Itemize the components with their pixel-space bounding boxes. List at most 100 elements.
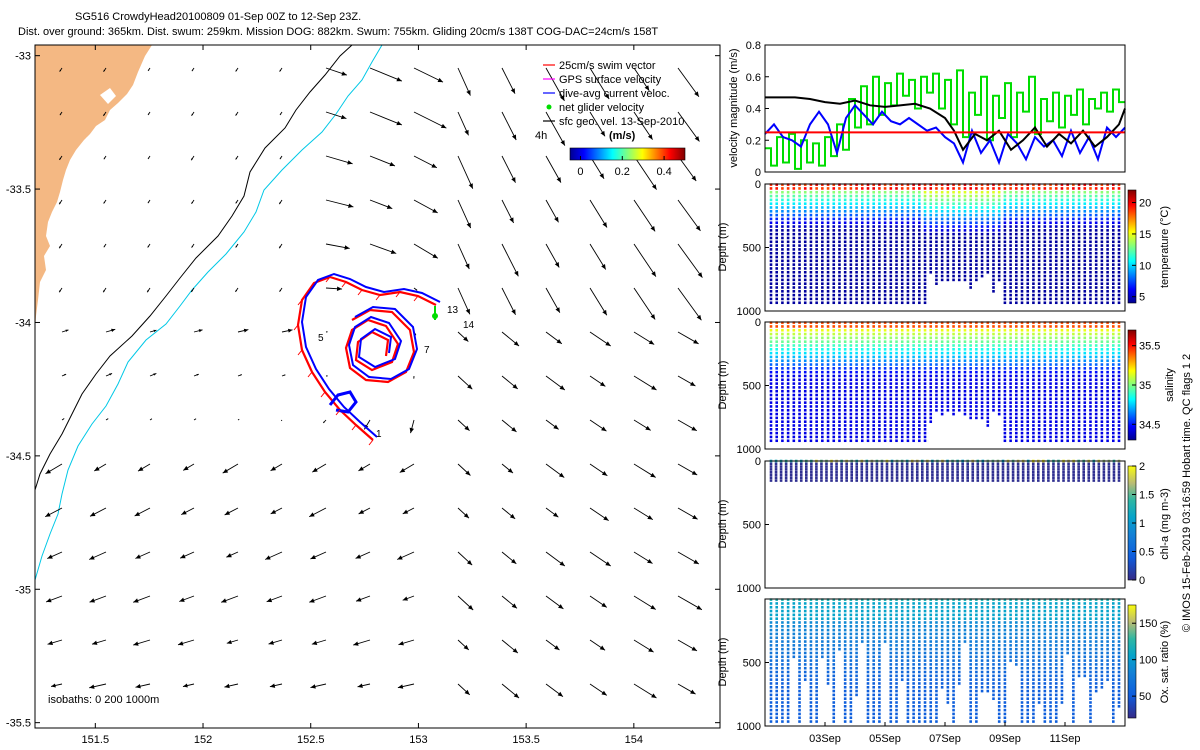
temperature-point [1037, 206, 1041, 209]
temperature-point [798, 236, 801, 240]
salinity-point [889, 382, 893, 385]
temperature-point [963, 210, 967, 213]
salinity-point [1003, 386, 1007, 389]
temperature-point [929, 198, 933, 202]
temperature-point [1026, 255, 1030, 259]
temperature-point [1072, 290, 1075, 293]
salinity-point [923, 378, 927, 382]
salinity-point [775, 420, 779, 423]
velocity-arrow-head [59, 113, 62, 116]
salinity-point [1060, 397, 1064, 401]
velocity-arrow-head [134, 511, 141, 517]
salinity-point [860, 340, 864, 343]
temperature-point [946, 267, 950, 270]
salinity-point [826, 397, 830, 401]
temperature-point [895, 187, 898, 190]
salinity-point [803, 428, 807, 431]
salinity-point [895, 416, 898, 420]
salinity-point [1117, 382, 1121, 385]
salinity-point [798, 412, 801, 416]
chla-point [840, 462, 843, 466]
temperature-point [1043, 229, 1047, 232]
temperature-point [798, 263, 801, 266]
swim-vector [309, 282, 315, 289]
salinity-point [843, 435, 847, 439]
salinity-point [1094, 428, 1098, 431]
chla-point [1092, 473, 1096, 477]
velocity-arrow-head [94, 466, 100, 471]
salinity-point [1100, 378, 1104, 382]
salinity-point [1060, 359, 1064, 363]
velocity-arrow-head [603, 515, 609, 521]
velocity-arrow-head [336, 286, 343, 291]
salinity-point [769, 374, 773, 378]
salinity-point [815, 370, 818, 374]
salinity-point [781, 374, 784, 378]
salinity-point [815, 374, 818, 378]
temperature-point [895, 190, 898, 194]
temperature-point [1032, 187, 1035, 190]
temperature-point [1094, 290, 1098, 293]
temperature-point [821, 183, 824, 186]
salinity-point [1015, 344, 1018, 347]
temperature-point [1072, 282, 1075, 285]
title-line-2: Dist. over ground: 365km. Dist. swum: 25… [18, 26, 658, 38]
salinity-point [923, 416, 927, 420]
salinity-point [1037, 348, 1041, 351]
salinity-point [843, 412, 847, 416]
chla-point [991, 473, 995, 477]
salinity-point [832, 386, 836, 389]
temperature-point [957, 240, 961, 244]
velocity-arrow-head [147, 201, 150, 204]
salinity-point [1077, 378, 1081, 382]
salinity-point [946, 382, 950, 385]
temperature-point [775, 278, 779, 282]
temperature-point [1015, 232, 1018, 236]
velocity-arrow-head [224, 510, 231, 515]
salinity-point [992, 382, 995, 385]
temperature-point [1077, 263, 1081, 266]
temperature-point [935, 210, 938, 213]
temperature-point [1049, 282, 1052, 285]
chla-point [835, 476, 838, 480]
temperature-point [895, 236, 898, 240]
temperature-point [1089, 217, 1092, 221]
velocity-arrow-head [326, 331, 328, 333]
temperature-point [883, 183, 887, 186]
salinity-point [1026, 340, 1030, 343]
salinity-point [923, 325, 927, 328]
salinity-point [803, 439, 807, 443]
chla-point [1082, 470, 1085, 474]
salinity-point [986, 355, 990, 359]
temperature-point [986, 187, 990, 190]
salinity-point [1003, 405, 1007, 408]
salinity-point [957, 340, 961, 343]
temperature-point [1100, 232, 1104, 236]
temperature-point [821, 232, 824, 236]
temperature-point [815, 194, 818, 198]
temperature-point [1060, 236, 1064, 240]
temperature-point [906, 236, 910, 240]
salinity-point [1060, 336, 1064, 340]
temperature-point [1066, 278, 1069, 282]
temperature-point [906, 255, 910, 259]
chla-point [941, 476, 944, 480]
salinity-point [1043, 386, 1047, 389]
salinity-point [906, 351, 910, 355]
salinity-point [803, 405, 807, 408]
temperature-point [980, 251, 984, 255]
salinity-point [895, 397, 898, 401]
salinity-point [889, 370, 893, 374]
velocity-arrow-head [266, 597, 273, 603]
velocity-arrow [413, 67, 444, 83]
chla-point [1112, 476, 1116, 480]
temperature-point [1054, 297, 1058, 301]
salinity-point [1066, 340, 1069, 343]
salinity-point [821, 393, 824, 397]
chla-point [789, 473, 793, 477]
salinity-point [986, 344, 990, 347]
salinity-point [1032, 378, 1035, 382]
salinity-point [912, 386, 915, 389]
salinity-point [832, 351, 836, 355]
temperature-point [1054, 206, 1058, 209]
